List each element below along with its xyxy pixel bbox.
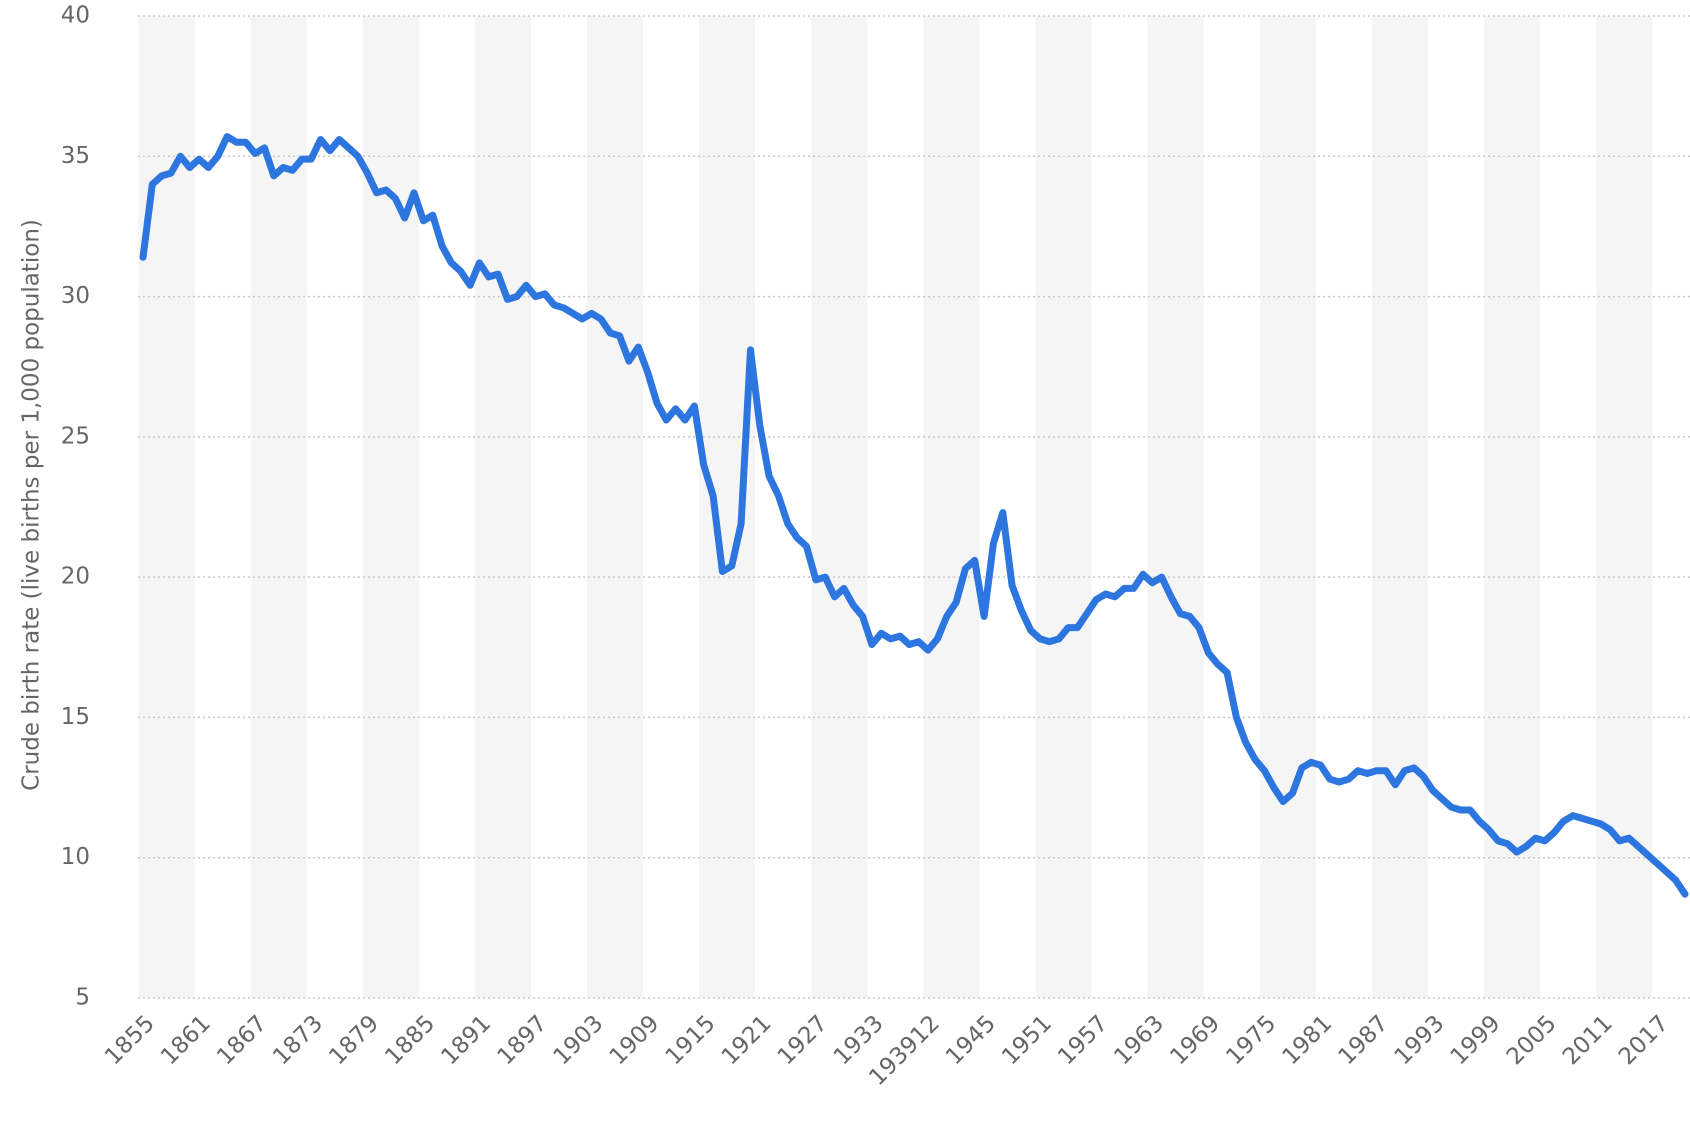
y-tick-label: 40 [61, 3, 90, 29]
band [362, 16, 419, 998]
x-tick-label: 1921 [717, 1010, 777, 1070]
data-line [139, 133, 1689, 898]
x-tick-label: 1999 [1446, 1010, 1506, 1070]
y-tick-label: 10 [61, 844, 90, 870]
band [250, 16, 307, 998]
x-tick-label: 1885 [380, 1010, 440, 1070]
band [1147, 16, 1204, 998]
y-tick-label: 35 [61, 143, 90, 169]
x-tick-label: 1855 [100, 1010, 160, 1070]
band [923, 16, 980, 998]
x-tick-label: 1987 [1334, 1010, 1394, 1070]
x-tick-label: 1969 [1165, 1010, 1225, 1070]
x-tick-label: 2005 [1502, 1010, 1562, 1070]
y-tick-label: 30 [61, 283, 90, 309]
x-tick-label: 1891 [436, 1010, 496, 1070]
band [474, 16, 531, 998]
y-tick-label: 15 [61, 704, 90, 730]
y-tick-label: 25 [61, 423, 90, 449]
band [1035, 16, 1092, 998]
band [1259, 16, 1316, 998]
y-tick-label: 5 [75, 985, 90, 1011]
x-tick-label: 1873 [268, 1010, 328, 1070]
x-tick-label: 2011 [1558, 1010, 1618, 1070]
x-tick-label: 1879 [324, 1010, 384, 1070]
x-tick-label: 1975 [1222, 1010, 1282, 1070]
x-tick-label: 1867 [212, 1010, 272, 1070]
band [1596, 16, 1653, 998]
x-tick-label: 1963 [1109, 1010, 1169, 1070]
x-tick-label: 1861 [156, 1010, 216, 1070]
x-tick-label: 1993 [1390, 1010, 1450, 1070]
x-tick-label: 1957 [1053, 1010, 1113, 1070]
x-tick-label: 1909 [605, 1010, 665, 1070]
x-tick-label: 1951 [997, 1010, 1057, 1070]
x-tick-label: 1981 [1278, 1010, 1338, 1070]
band [811, 16, 868, 998]
background-bands [138, 16, 1653, 998]
band [1371, 16, 1428, 998]
band [586, 16, 643, 998]
x-tick-label: 1903 [549, 1010, 609, 1070]
y-tick-label: 20 [61, 564, 90, 590]
band [138, 16, 195, 998]
x-tick-label: 1897 [493, 1010, 553, 1070]
x-tick-label: 2017 [1614, 1010, 1674, 1070]
x-tick-label: 1927 [773, 1010, 833, 1070]
band [699, 16, 756, 998]
y-axis-label: Crude birth rate (live births per 1,000 … [19, 219, 45, 791]
x-tick-label: 1945 [941, 1010, 1001, 1070]
x-tick-label: 1915 [661, 1010, 721, 1070]
